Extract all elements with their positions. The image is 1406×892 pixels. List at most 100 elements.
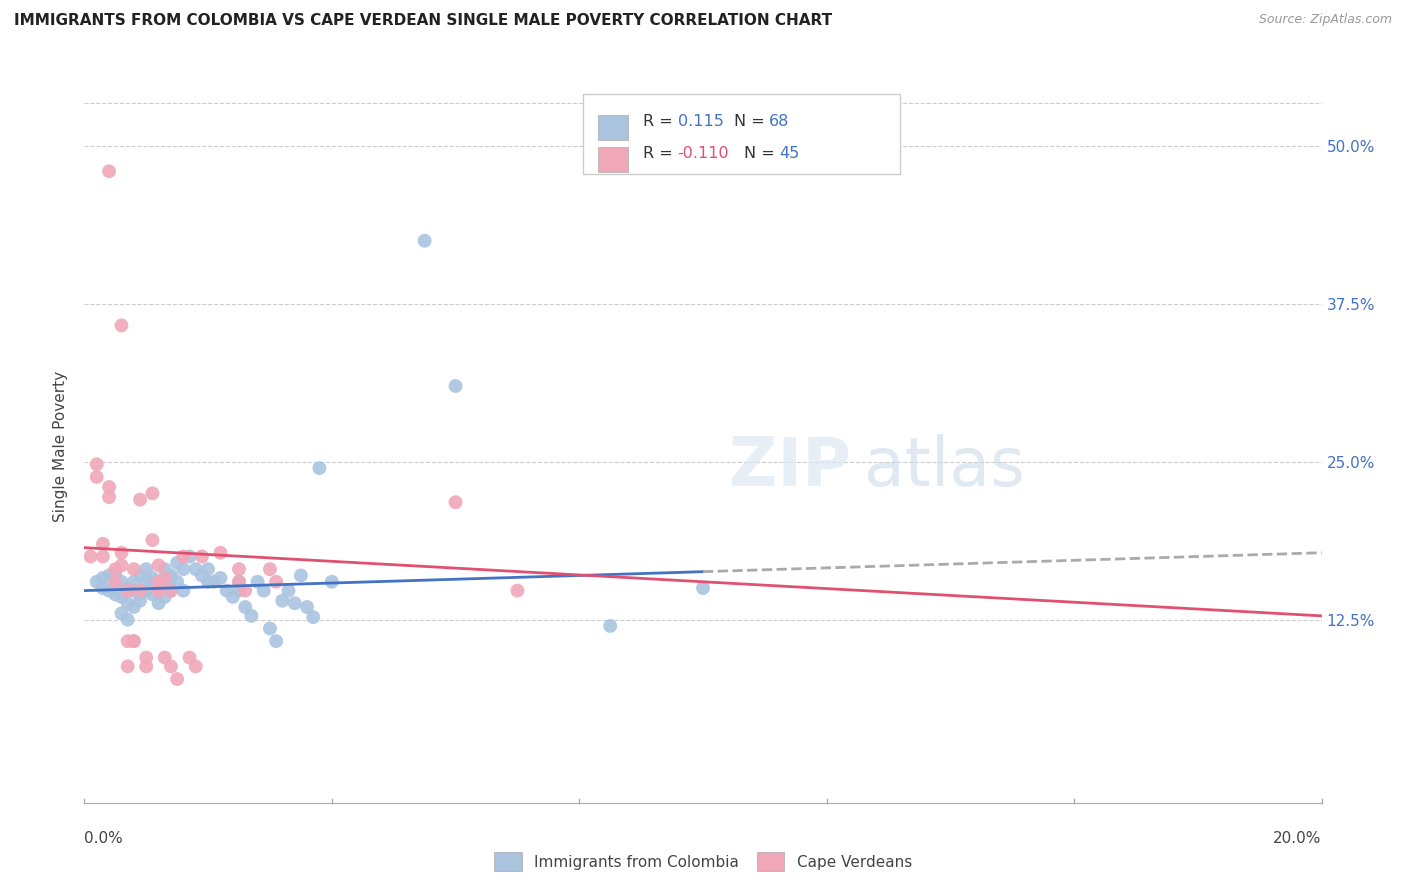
Point [135,650,157,665]
Point [122,562,145,576]
Point [160,571,183,585]
Point [209,546,232,560]
Text: ZIP: ZIP [730,434,852,500]
Point [86,574,108,589]
Point [202,574,225,589]
Point [153,562,176,576]
Point [308,461,330,475]
Point [215,583,238,598]
Point [191,549,214,564]
Point [117,583,139,598]
Point [135,659,157,673]
Point [599,619,621,633]
Text: R =: R = [643,114,678,129]
Point [233,600,256,615]
Point [166,574,188,589]
Point [141,571,163,585]
Point [98,480,121,494]
Point [135,562,157,576]
Point [129,587,152,601]
Point [160,568,183,582]
Point [228,574,250,589]
Y-axis label: Single Male Poverty: Single Male Poverty [53,370,69,522]
Point [148,574,170,589]
Point [413,234,436,248]
Point [506,583,529,598]
Text: 68: 68 [769,114,789,129]
Point [172,583,194,598]
Point [117,613,139,627]
Point [110,574,132,589]
Point [179,650,201,665]
Point [184,562,207,576]
Point [98,568,121,582]
Point [141,574,163,589]
Point [104,577,127,591]
Point [444,495,467,509]
Text: -0.110: -0.110 [678,146,730,161]
Point [129,492,152,507]
Point [321,574,343,589]
Point [91,581,114,595]
Point [184,659,207,673]
Point [129,593,152,607]
Point [153,574,176,589]
Point [104,562,127,576]
Text: R =: R = [643,146,678,161]
Point [172,562,194,576]
Point [240,608,263,623]
Point [228,583,250,598]
Point [117,596,139,610]
Point [191,568,214,582]
Point [110,318,132,333]
Point [148,583,170,598]
Text: Source: ZipAtlas.com: Source: ZipAtlas.com [1258,13,1392,27]
Point [104,587,127,601]
Point [290,568,312,582]
Point [148,583,170,598]
Point [153,571,176,585]
Text: 20.0%: 20.0% [1274,831,1322,847]
Point [444,379,467,393]
Text: 0.0%: 0.0% [84,831,124,847]
Point [209,571,232,585]
Point [104,566,127,580]
Point [117,634,139,648]
Point [153,590,176,604]
Point [148,558,170,573]
Point [264,634,287,648]
Point [110,607,132,621]
Point [302,610,325,624]
Point [122,634,145,648]
Point [259,562,281,576]
Text: atlas: atlas [863,434,1025,500]
Point [179,549,201,564]
Point [271,593,294,607]
Text: 45: 45 [779,146,799,161]
Point [160,659,183,673]
Legend: Immigrants from Colombia, Cape Verdeans: Immigrants from Colombia, Cape Verdeans [488,847,918,877]
Text: 0.115: 0.115 [678,114,724,129]
Point [264,574,287,589]
Point [246,574,269,589]
Point [160,583,183,598]
Point [110,546,132,560]
Point [141,587,163,601]
Point [110,590,132,604]
Point [259,622,281,636]
Point [117,659,139,673]
Point [86,458,108,472]
Point [91,537,114,551]
Point [228,574,250,589]
Point [135,583,157,598]
Point [122,574,145,589]
Point [91,549,114,564]
Point [98,490,121,504]
Point [233,583,256,598]
Point [122,583,145,598]
Text: N =: N = [744,146,780,161]
Point [166,556,188,570]
Point [160,583,183,598]
Point [295,600,318,615]
Point [153,650,176,665]
